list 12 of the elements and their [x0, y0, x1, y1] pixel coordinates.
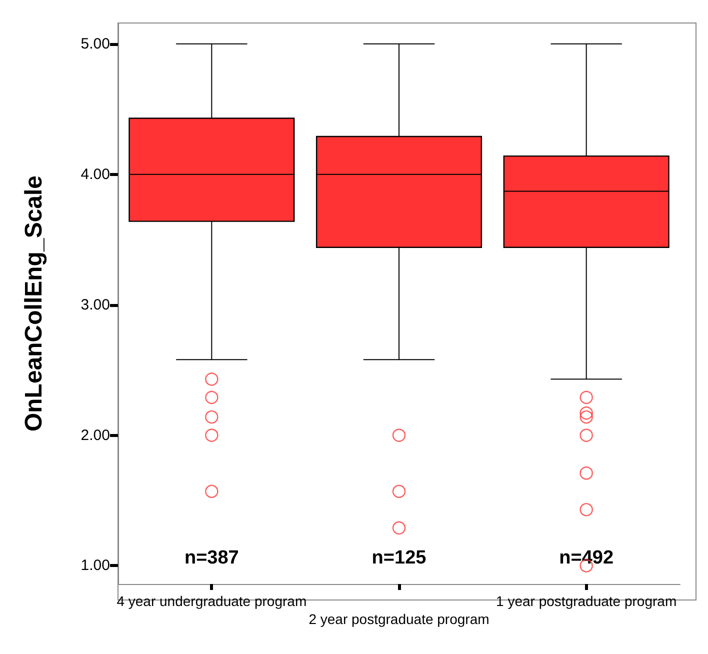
- annotation: n=387: [184, 548, 239, 568]
- y-axis-title: OnLeanCollEng_Scale: [20, 175, 48, 432]
- y-tick-label: 4.00: [80, 166, 110, 183]
- x-tick-label: 2 year postgraduate program: [308, 611, 490, 627]
- y-tick-label: 3.00: [80, 296, 110, 314]
- annotation: n=492: [559, 548, 614, 568]
- y-tick-label: 2.00: [80, 426, 110, 444]
- x-tick-label: 1 year postgraduate program: [496, 593, 677, 609]
- y-tick-label: 1.00: [80, 557, 110, 574]
- annotation: n=125: [372, 548, 427, 568]
- x-tick-label: 4 year undergraduate program: [116, 593, 307, 609]
- y-tick-label: 5.00: [80, 35, 110, 52]
